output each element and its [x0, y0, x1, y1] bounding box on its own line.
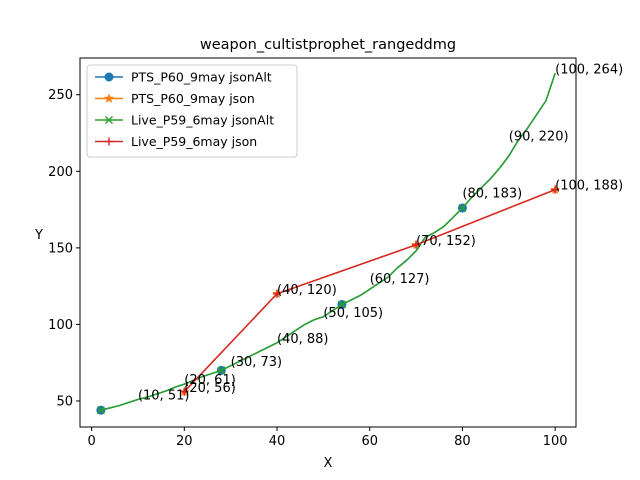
plot-frame [79, 57, 577, 428]
x-tick-label: 60 [361, 434, 378, 449]
series-3 [180, 185, 560, 396]
legend-swatch-marker [105, 116, 113, 124]
y-tick-label: 50 [56, 394, 73, 409]
legend: PTS_P60_9may jsonAlt PTS_P60_9may json Liv… [86, 64, 298, 158]
y-tick-label: 150 [48, 241, 73, 256]
x-tick-label: 0 [87, 434, 95, 449]
point-annotation: (70, 152) [416, 234, 476, 249]
legend-swatch-marker-stroke [105, 116, 113, 124]
legend-box [86, 64, 298, 158]
data-point [217, 366, 226, 375]
point-annotation: (20, 56) [184, 381, 236, 396]
data-point [273, 289, 282, 298]
legend-swatch-marker [105, 137, 113, 146]
series-2 [96, 73, 556, 415]
legend-item: Live_P59_6may json [95, 134, 257, 149]
data-point [551, 185, 560, 194]
series-line [100, 73, 556, 411]
legend-label: PTS_P60_9may jsonAlt [131, 70, 272, 85]
legend-label: Live_P59_6may json [131, 134, 257, 149]
point-annotation: (100, 188) [555, 179, 623, 194]
series-line [183, 188, 556, 393]
x-tick-label: 40 [269, 434, 286, 449]
data-point [96, 406, 105, 415]
legend-item: PTS_P60_9may jsonAlt [95, 70, 272, 85]
point-annotation: (90, 220) [509, 130, 569, 145]
legend-swatch-marker [103, 93, 115, 103]
x-tick-label: 100 [543, 434, 568, 449]
y-tick-label: 100 [48, 318, 73, 333]
data-point-stroke [337, 300, 346, 309]
data-point-stroke [96, 406, 105, 415]
y-axis-label: Y [34, 228, 43, 243]
data-point [180, 387, 189, 396]
data-point [337, 300, 346, 309]
legend-label: Live_P59_6may jsonAlt [131, 113, 274, 128]
point-annotation: (30, 73) [231, 355, 283, 370]
x-axis-label: X [324, 456, 333, 471]
legend-swatch-marker [104, 72, 114, 82]
y-tick-label: 200 [48, 165, 73, 180]
point-annotation: (20, 61) [184, 373, 236, 388]
point-annotation: (40, 120) [277, 283, 337, 298]
plot-area: 0 20 40 60 80 100 50 100 150 200 250 (10, 51)(20, 6… [48, 57, 623, 449]
legend-item: PTS_P60_9may json [95, 91, 255, 106]
data-point [458, 204, 467, 213]
x-tick-label: 80 [454, 434, 471, 449]
point-annotation: (100, 264) [555, 62, 623, 77]
data-point [412, 240, 421, 249]
point-annotation: (10, 51) [138, 388, 190, 403]
point-annotation: (50, 105) [323, 306, 383, 321]
point-annotation: (60, 127) [370, 272, 430, 287]
chart-title: weapon_cultistprophet_rangeddmg [200, 37, 456, 53]
x-tick-label: 20 [176, 434, 193, 449]
legend-item: Live_P59_6may jsonAlt [95, 113, 274, 128]
point-annotation: (80, 183) [462, 186, 522, 201]
point-annotation: (40, 88) [277, 332, 329, 347]
y-tick-label: 250 [48, 88, 73, 103]
legend-label: PTS_P60_9may json [131, 91, 255, 106]
data-point-stroke [458, 204, 467, 213]
data-point-stroke [217, 366, 226, 375]
